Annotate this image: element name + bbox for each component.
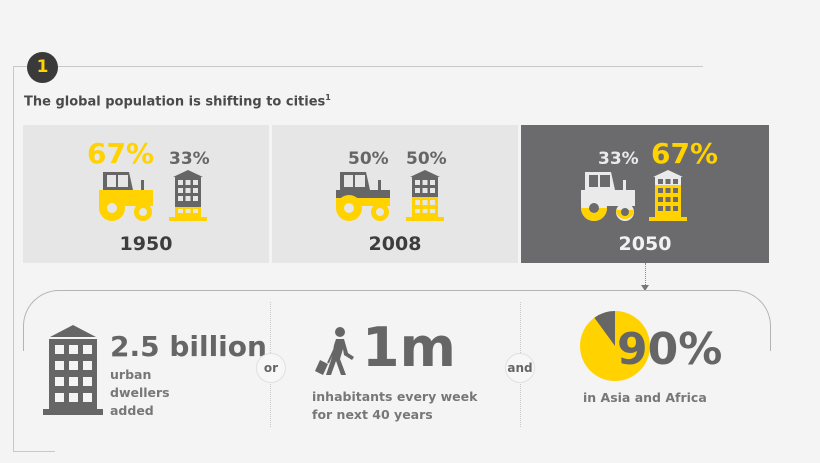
building-icon <box>406 170 444 221</box>
regions-value: 90% <box>617 324 723 375</box>
tractor-icon <box>336 172 390 221</box>
caption-line: inhabitants every week <box>312 389 478 404</box>
frame-left-line <box>13 66 14 452</box>
arrow-down-icon <box>641 285 649 291</box>
traveller-with-suitcase-icon <box>315 327 354 375</box>
regions-caption: in Asia and Africa <box>583 390 707 405</box>
weekly-value: 1m <box>362 316 456 379</box>
rural-percent: 50% <box>348 149 389 169</box>
stats-frame <box>23 290 771 351</box>
section-title-text: The global population is shifting to cit… <box>24 94 326 110</box>
caption-line: added <box>110 403 154 418</box>
caption-line: urban <box>110 367 152 382</box>
rural-percent: 67% <box>87 137 155 170</box>
urban-percent: 33% <box>169 149 210 169</box>
urban-percent: 67% <box>651 137 719 170</box>
footnote-marker: 1 <box>325 93 331 102</box>
panel-2008: 50% 50% 2008 <box>272 125 518 263</box>
connector-line <box>645 263 646 287</box>
panel-1950: 67% 33% 1950 <box>23 125 269 263</box>
tractor-icon <box>99 172 153 221</box>
tractor-icon <box>581 172 635 221</box>
pie-chart-icon <box>580 311 650 381</box>
section-title: The global population is shifting to cit… <box>24 93 331 109</box>
caption-line: dwellers <box>110 385 170 400</box>
building-icon <box>43 325 103 415</box>
connector-and: and <box>505 353 535 383</box>
section-number-badge: 1 <box>27 52 58 83</box>
panel-2050: 33% 67% 2050 <box>521 125 769 263</box>
panel-year: 2050 <box>618 233 672 255</box>
rural-percent: 33% <box>598 149 639 169</box>
caption-line: for next 40 years <box>312 407 433 422</box>
panel-year: 2008 <box>368 233 422 255</box>
dwellers-value: 2.5 billion <box>110 330 267 363</box>
frame-bottom-line <box>13 451 55 452</box>
urban-percent: 50% <box>406 149 447 169</box>
connector-or: or <box>256 353 286 383</box>
weekly-caption: inhabitants every week for next 40 years <box>312 388 477 424</box>
building-icon <box>169 170 207 221</box>
building-icon <box>649 170 687 221</box>
panel-year: 1950 <box>119 233 173 255</box>
dwellers-caption: urban dwellers added <box>110 366 170 420</box>
frame-top-line <box>13 66 703 67</box>
